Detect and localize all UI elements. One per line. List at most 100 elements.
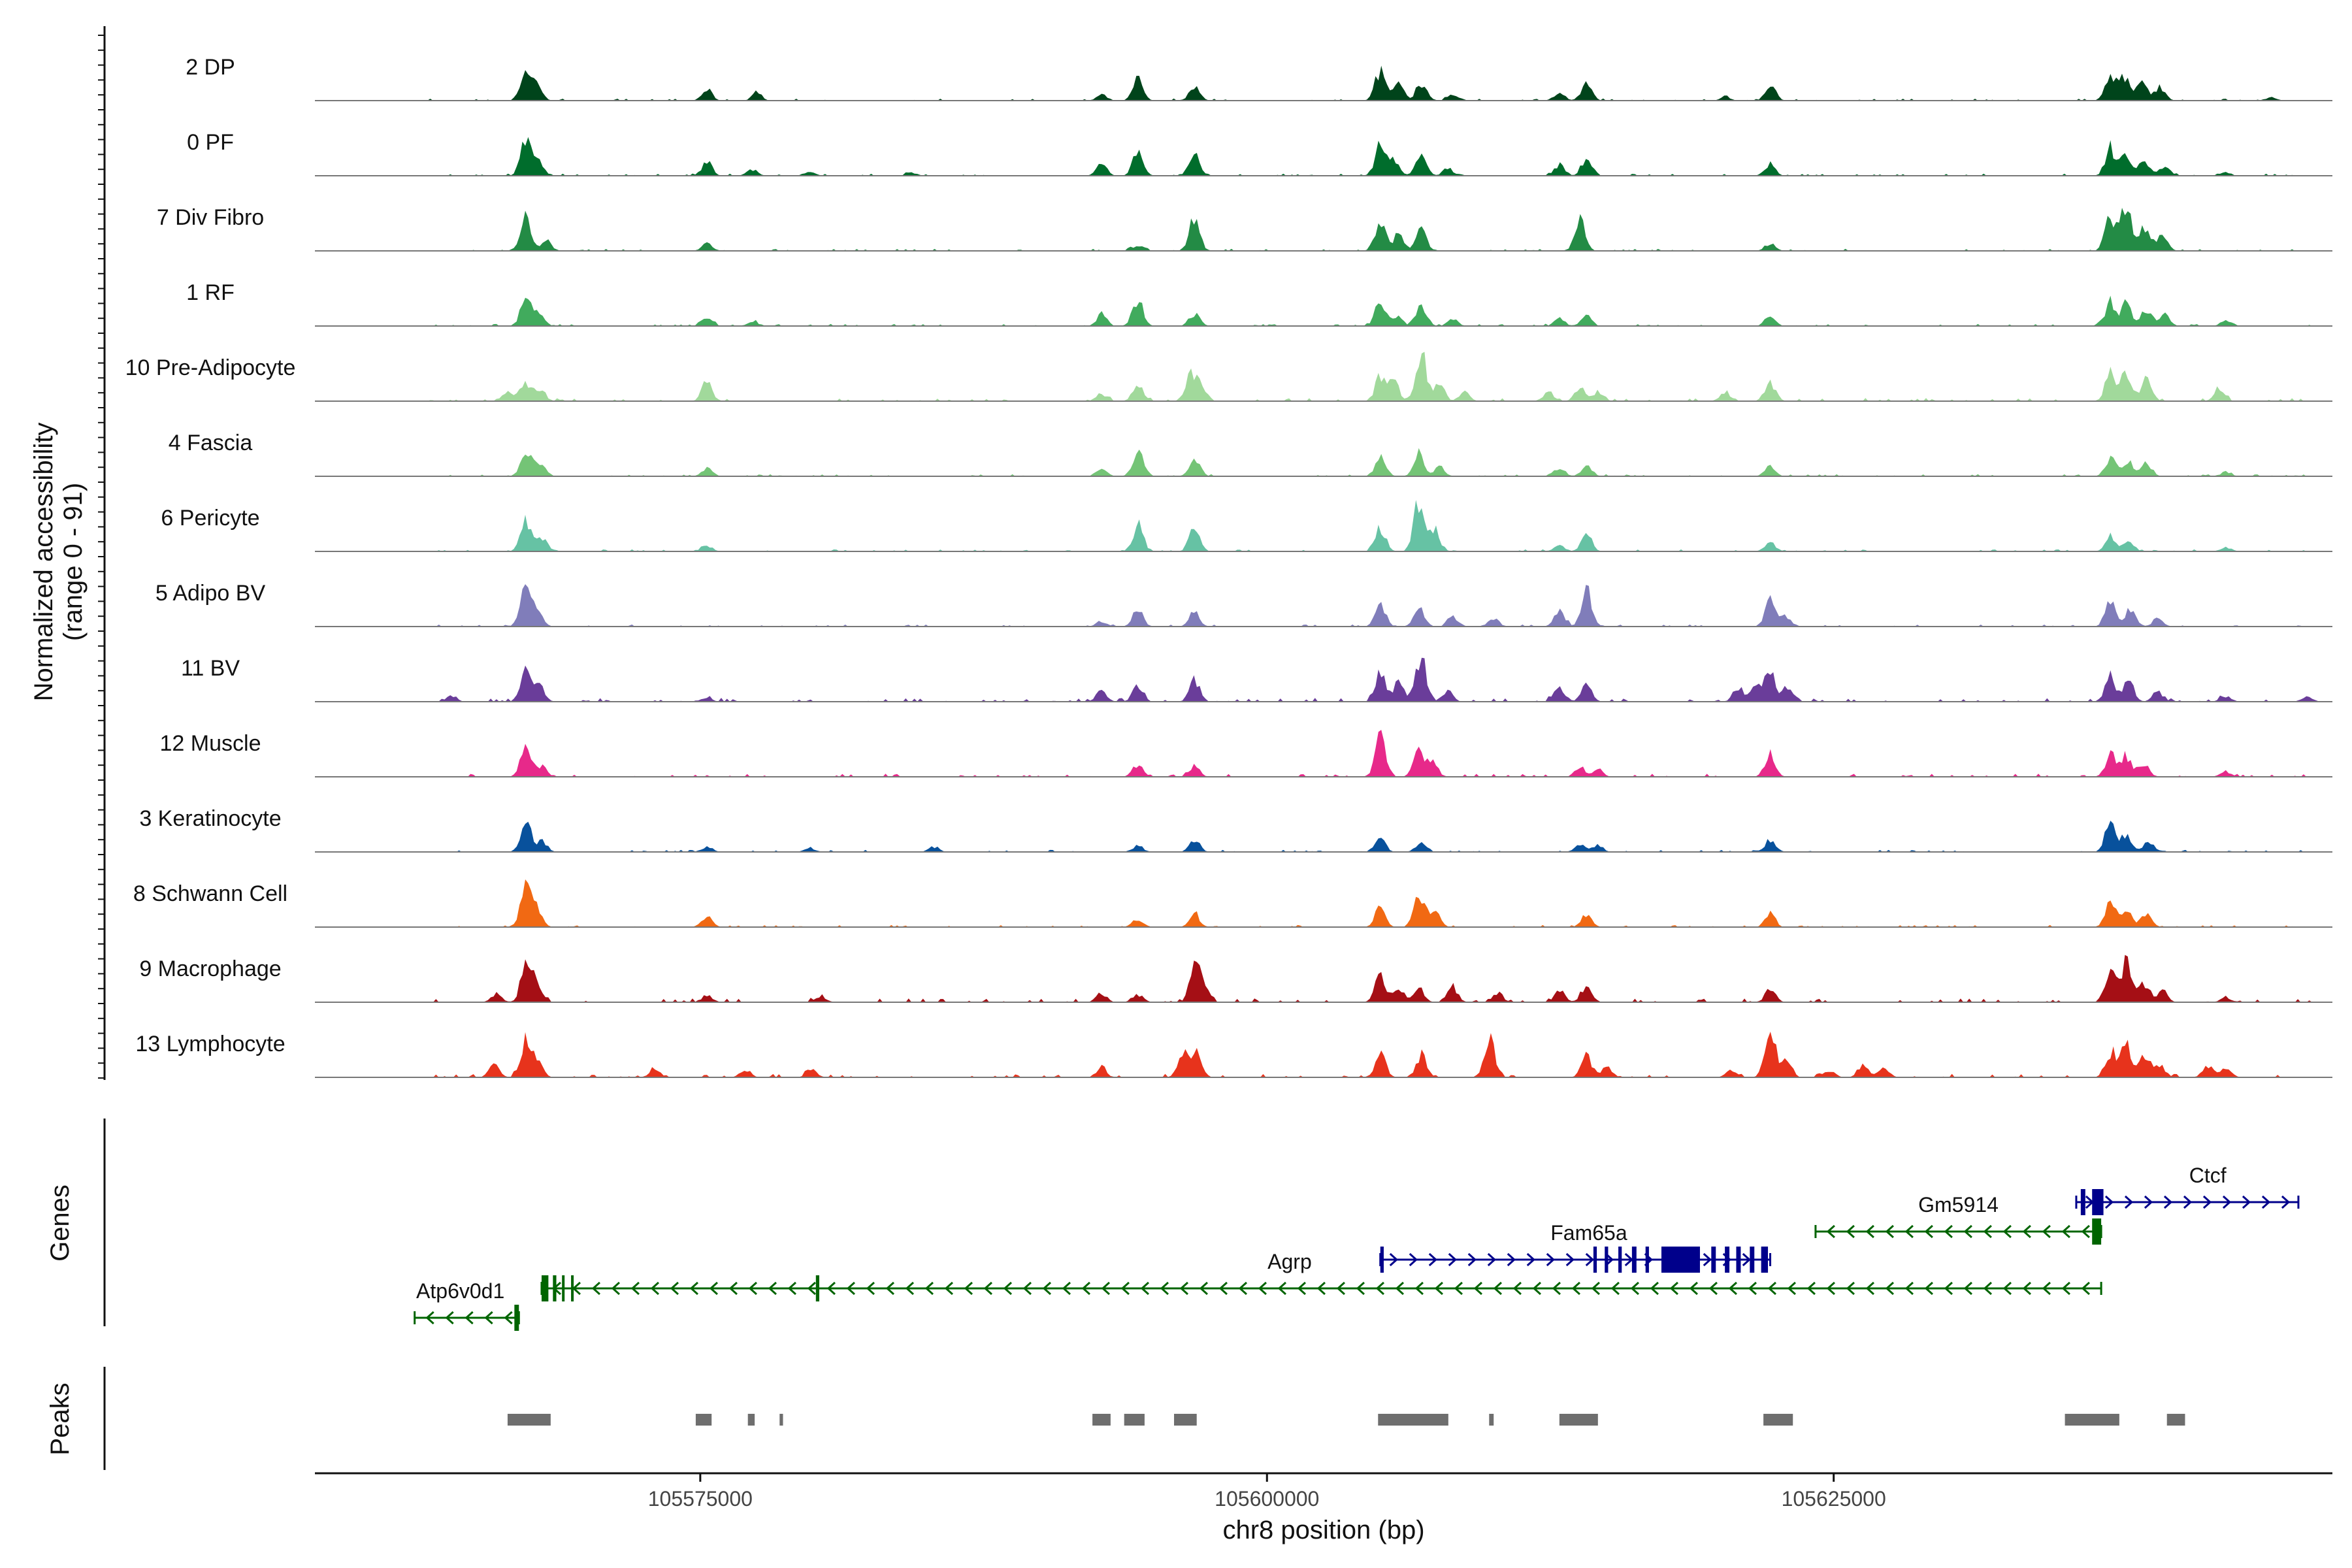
strand-chevron [1409, 1252, 1418, 1267]
strand-chevron [2222, 1195, 2232, 1209]
strand-chevron [1963, 1224, 1972, 1239]
strand-chevron [1546, 1252, 1555, 1267]
gene-exon [1631, 1247, 1637, 1273]
strand-chevron [1454, 1281, 1463, 1296]
strand-chevron [826, 1281, 836, 1296]
strand-chevron [1944, 1224, 1953, 1239]
gene-exon [1618, 1247, 1622, 1273]
coverage-area [315, 65, 2332, 101]
peak-region [2166, 1414, 2185, 1426]
track-label: 0 PF [187, 130, 234, 155]
strand-chevron [2022, 1224, 2031, 1239]
coverage-area [315, 657, 2332, 702]
strand-chevron [670, 1281, 679, 1296]
peaks-title: Peaks [46, 1382, 74, 1455]
strand-chevron [1806, 1281, 1816, 1296]
track-3: 7 Div Fibro [157, 205, 2332, 252]
strand-chevron [1630, 1281, 1639, 1296]
strand-chevron [1591, 1281, 1600, 1296]
x-axis-title: chr8 position (bp) [1222, 1516, 1424, 1544]
strand-chevron [1826, 1281, 1835, 1296]
gene-annotations: Atp6v0d1 Agrp Fam65a Gm5914 Ctcf [414, 1164, 2300, 1331]
strand-chevron [1081, 1281, 1090, 1296]
gene-exon [1645, 1247, 1649, 1273]
gene-label: Gm5914 [1918, 1193, 1999, 1217]
peak-region [1763, 1414, 1793, 1426]
track-10: 12 Muscle [160, 730, 2332, 777]
coverage-area [315, 500, 2332, 551]
strand-chevron [787, 1281, 796, 1296]
strand-chevron [1473, 1281, 1482, 1296]
coverage-area [315, 955, 2332, 1002]
peak-regions [507, 1414, 2185, 1426]
x-axis-ticks: 105575000 105600000 105625000 [648, 1473, 1886, 1511]
strand-chevron [944, 1281, 953, 1296]
gene-label: Agrp [1267, 1250, 1312, 1273]
strand-chevron [1650, 1281, 1659, 1296]
strand-chevron [1703, 1252, 1712, 1267]
strand-chevron [1160, 1281, 1169, 1296]
strand-chevron [1120, 1281, 1130, 1296]
strand-chevron [1669, 1281, 1678, 1296]
strand-chevron [1414, 1281, 1424, 1296]
strand-chevron [1944, 1281, 1953, 1296]
gene-exon [562, 1275, 565, 1301]
strand-chevron [1767, 1281, 1776, 1296]
peak-region [1124, 1414, 1145, 1426]
peak-region [1378, 1414, 1448, 1426]
strand-chevron [2281, 1195, 2291, 1209]
strand-chevron [1042, 1281, 1051, 1296]
strand-chevron [1787, 1281, 1796, 1296]
strand-chevron [1904, 1281, 1914, 1296]
gene-exon [1711, 1247, 1716, 1273]
strand-chevron [2144, 1195, 2153, 1209]
gene-exon [1736, 1247, 1741, 1273]
strand-chevron [1924, 1281, 1933, 1296]
gene-exon [2092, 1218, 2102, 1245]
strand-chevron [1748, 1281, 1757, 1296]
strand-chevron [465, 1311, 474, 1325]
strand-chevron [866, 1281, 875, 1296]
gene-exon [1593, 1247, 1597, 1273]
strand-chevron [1428, 1252, 1437, 1267]
strand-chevron [2002, 1224, 2012, 1239]
coverage-area [315, 448, 2332, 476]
strand-chevron [2183, 1195, 2193, 1209]
strand-chevron [1565, 1252, 1575, 1267]
strand-chevron [2042, 1281, 2051, 1296]
strand-chevron [2042, 1224, 2051, 1239]
track-4: 1 RF [186, 280, 2332, 327]
y-axis [98, 26, 106, 1080]
strand-chevron [1003, 1281, 1012, 1296]
y-axis-range: (range 0 - 91) [59, 483, 88, 641]
strand-chevron [1258, 1281, 1267, 1296]
strand-chevron [445, 1311, 454, 1325]
strand-chevron [1552, 1281, 1561, 1296]
strand-chevron [1571, 1281, 1580, 1296]
strand-chevron [1434, 1281, 1443, 1296]
strand-chevron [807, 1281, 816, 1296]
strand-chevron [1924, 1224, 1933, 1239]
gene-exon [514, 1305, 519, 1331]
coverage-area [315, 351, 2332, 401]
gene-ctcf: Ctcf [2075, 1164, 2300, 1215]
track-13: 9 Macrophage [139, 955, 2332, 1003]
peak-region [695, 1414, 712, 1426]
strand-chevron [1846, 1281, 1855, 1296]
strand-chevron [1885, 1224, 1894, 1239]
track-label: 9 Macrophage [139, 956, 281, 981]
strand-chevron [1885, 1281, 1894, 1296]
strand-chevron [905, 1281, 914, 1296]
strand-chevron [2061, 1281, 2070, 1296]
gene-exon [1725, 1247, 1730, 1273]
track-label: 11 BV [181, 656, 240, 681]
strand-chevron [1585, 1252, 1594, 1267]
peak-region [779, 1414, 783, 1426]
track-label: 7 Div Fibro [157, 205, 264, 230]
strand-chevron [689, 1281, 698, 1296]
strand-chevron [1179, 1281, 1188, 1296]
track-14: 13 Lymphocyte [135, 1032, 2332, 1078]
gene-exon [815, 1275, 819, 1301]
peak-region [507, 1414, 551, 1426]
strand-chevron [2104, 1195, 2114, 1209]
